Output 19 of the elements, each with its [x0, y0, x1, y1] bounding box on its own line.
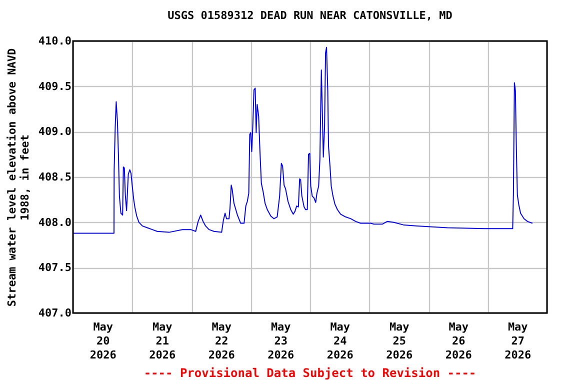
y-axis-title: Stream water level elevation above NAVD 1988, in feet	[5, 48, 32, 307]
x-tick-label: May 22 2026	[208, 320, 236, 362]
x-tick-label: May 27 2026	[504, 320, 532, 362]
chart-title: USGS 01589312 DEAD RUN NEAR CATONSVILLE, MD	[168, 9, 453, 22]
x-tick-label: May 20 2026	[90, 320, 117, 362]
y-tick-label: 408.5	[38, 170, 72, 184]
y-tick-label: 408.0	[38, 216, 72, 229]
x-tick-label: May 23 2026	[268, 320, 294, 362]
y-tick-label: 407.5	[38, 261, 72, 274]
x-tick-label: May 25 2026	[386, 320, 413, 362]
text: ---- Provisional Data Subject to Revision ----	[144, 366, 476, 380]
x-tick-label: May 26 2026	[445, 320, 472, 362]
y-tick-label: 407.0	[38, 306, 72, 320]
x-tick-label: May 24 2026	[326, 320, 354, 362]
y-tick-label: 409.5	[38, 80, 72, 93]
x-tick-label: May 21 2026	[149, 320, 176, 362]
y-tick-label: 409.0	[38, 125, 72, 138]
y-tick-label: 410.0	[38, 34, 72, 48]
line-series	[73, 46, 533, 234]
